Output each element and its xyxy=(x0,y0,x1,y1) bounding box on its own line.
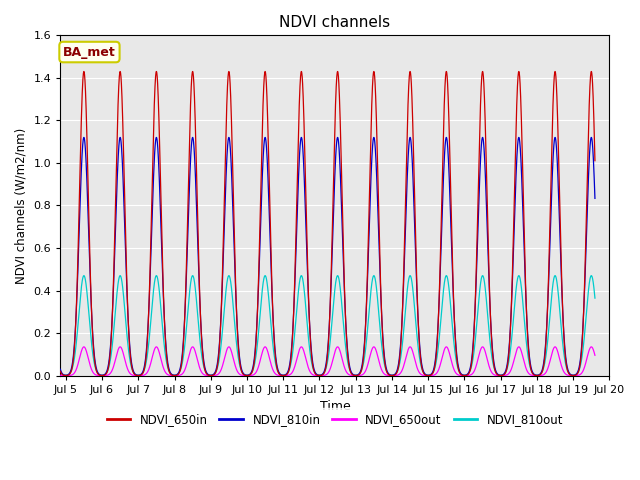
X-axis label: Time: Time xyxy=(319,400,350,413)
Legend: NDVI_650in, NDVI_810in, NDVI_650out, NDVI_810out: NDVI_650in, NDVI_810in, NDVI_650out, NDV… xyxy=(102,408,568,431)
Text: BA_met: BA_met xyxy=(63,46,116,59)
Y-axis label: NDVI channels (W/m2/nm): NDVI channels (W/m2/nm) xyxy=(15,127,28,284)
Title: NDVI channels: NDVI channels xyxy=(279,15,390,30)
